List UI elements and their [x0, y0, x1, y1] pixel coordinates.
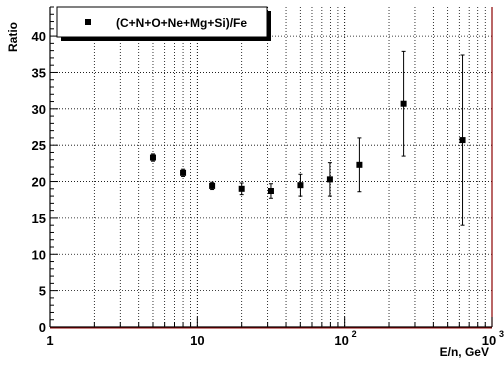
data-point: [326, 176, 333, 183]
y-tick-label: 25: [32, 138, 46, 153]
data-point: [400, 100, 407, 107]
x-tick-exponent: 2: [352, 329, 357, 339]
x-tick-label: 10: [482, 333, 496, 348]
y-tick-label: 5: [39, 284, 46, 299]
y-tick-label: 20: [32, 175, 46, 190]
y-tick-label: 0: [39, 320, 46, 335]
legend-marker: [85, 19, 91, 25]
y-tick-label: 10: [32, 247, 46, 262]
x-tick-label: 10: [334, 333, 348, 348]
x-tick-exponent: 3: [499, 329, 504, 339]
legend-box: [56, 6, 268, 38]
x-axis-title: E/n, GeV: [440, 345, 489, 359]
y-tick-label: 35: [32, 65, 46, 80]
data-points: [149, 50, 466, 226]
data-point: [149, 154, 156, 161]
axes: [49, 6, 493, 329]
y-tick-label: 15: [32, 211, 46, 226]
legend-label: (C+N+O+Ne+Mg+Si)/Fe: [116, 16, 247, 30]
x-tick-label: 1: [46, 333, 53, 348]
y-axis-title: Ratio: [6, 22, 20, 52]
data-point: [180, 169, 187, 176]
data-point: [238, 185, 245, 192]
data-point: [267, 188, 274, 194]
y-tick-label: 40: [32, 29, 46, 44]
legend: (C+N+O+Ne+Mg+Si)/Fe: [56, 6, 271, 41]
data-point: [459, 137, 466, 144]
x-tick-label: 10: [190, 333, 204, 348]
data-point: [297, 182, 304, 189]
data-point: [356, 161, 363, 168]
data-point: [209, 182, 216, 189]
y-tick-label: 30: [32, 102, 46, 117]
